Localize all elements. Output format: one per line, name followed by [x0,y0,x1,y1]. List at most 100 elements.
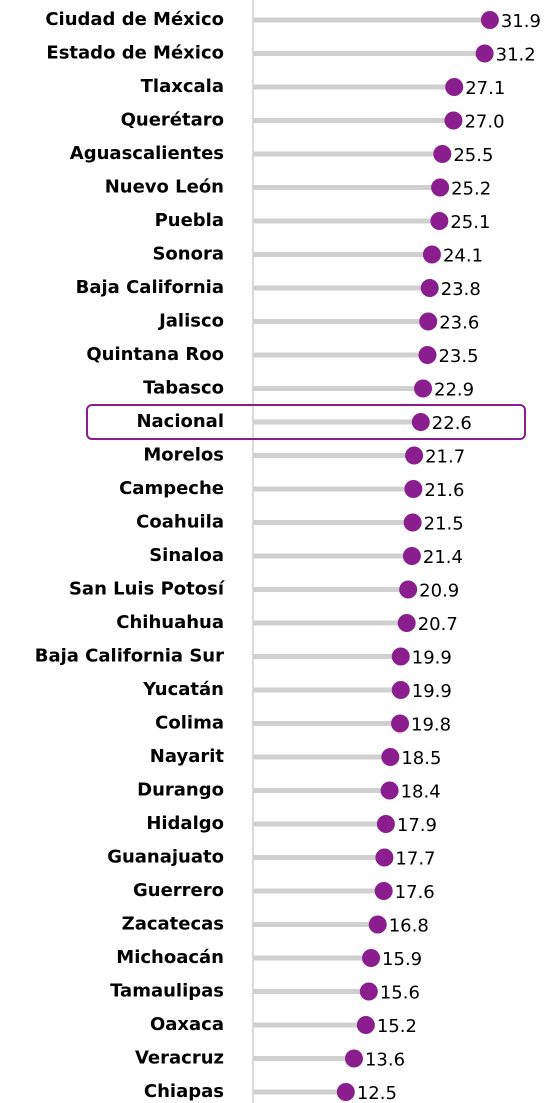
category-label: Chihuahua [116,612,224,633]
value-label: 24.1 [443,246,483,267]
category-label: Jalisco [157,311,224,332]
dot [336,1083,355,1101]
value-label: 15.2 [377,1016,417,1037]
category-label: Guanajuato [107,847,224,868]
value-label: 25.2 [451,179,491,200]
category-label: Tabasco [143,378,224,399]
dot [405,446,424,465]
value-label: 19.9 [412,648,452,669]
dot [381,748,400,766]
category-label: Hidalgo [146,813,224,834]
value-label: 27.0 [464,112,504,133]
value-label: 15.6 [380,983,420,1004]
dot [356,1016,375,1034]
category-label: Querétaro [121,110,224,131]
dot [420,279,439,297]
dot [359,982,378,1001]
dot [430,212,449,230]
dot [475,44,494,63]
dot [399,580,418,599]
dot [433,145,452,163]
category-label: Chiapas [144,1081,224,1102]
value-label: 27.1 [465,78,505,99]
category-label: Puebla [155,210,224,231]
category-label: Nayarit [150,746,225,767]
dot [404,480,423,498]
dot [419,312,438,331]
dot [375,848,394,867]
dot [444,111,463,130]
dot [414,379,433,398]
category-label: Tlaxcala [141,76,224,97]
category-label: Nuevo León [105,177,224,198]
dot [391,647,410,666]
category-label: Coahuila [136,512,224,533]
value-label: 18.5 [401,748,441,769]
dot [362,949,381,967]
category-label: Morelos [143,445,224,466]
category-label: San Luis Potosí [69,579,225,600]
dot [402,547,421,565]
value-label: 23.6 [439,313,479,334]
dot [397,614,416,632]
dot [422,245,441,264]
value-label: 22.6 [432,413,472,434]
category-label: Yucatán [142,679,224,700]
value-label: 21.6 [424,480,464,501]
value-label: 13.6 [365,1050,405,1071]
category-label: Veracruz [135,1048,224,1069]
dot [418,346,437,364]
category-label: Sinaloa [149,545,224,566]
value-label: 19.9 [412,681,452,702]
highlight-box [86,404,526,440]
category-label: Michoacán [116,947,224,968]
value-label: 23.5 [438,346,478,367]
value-label: 22.9 [434,380,474,401]
dot [344,1049,363,1068]
value-label: 17.6 [395,882,435,903]
dot [431,178,450,197]
category-label: Nacional [136,411,224,432]
value-label: 31.2 [496,45,536,66]
category-label: Colima [155,713,224,734]
category-label: Zacatecas [122,914,224,935]
category-label: Tamaulipas [110,981,224,1002]
value-label: 18.4 [401,782,441,803]
dot [403,513,422,532]
value-label: 21.4 [423,547,463,568]
category-label: Baja California [76,277,224,298]
category-label: Quintana Roo [86,344,224,365]
value-label: 21.5 [424,514,464,535]
value-label: 19.8 [411,715,451,736]
dot [374,882,393,900]
category-label: Guerrero [133,880,224,901]
category-label: Ciudad de México [45,9,224,30]
category-label: Baja California Sur [35,646,224,667]
value-label: 15.9 [382,949,422,970]
category-label: Aguascalientes [70,143,224,164]
value-label: 16.8 [389,916,429,937]
category-label: Durango [137,780,224,801]
value-label: 25.1 [450,212,490,233]
dot [445,78,464,96]
value-label: 17.9 [397,815,437,836]
dot [391,714,410,733]
value-label: 20.9 [419,581,459,602]
value-label: 25.5 [453,145,493,166]
value-label: 17.7 [395,849,435,870]
value-label: 31.9 [501,11,541,32]
category-label: Oaxaca [150,1014,224,1035]
dot [376,815,395,833]
dot [380,781,399,800]
value-label: 20.7 [418,614,458,635]
dot [480,11,499,29]
category-label: Sonora [152,244,224,265]
category-label: Campeche [119,478,224,499]
value-label: 12.5 [357,1083,397,1103]
value-label: 23.8 [441,279,481,300]
category-label: Estado de México [46,43,224,64]
dot [411,413,430,431]
dot [368,915,387,934]
value-label: 21.7 [425,447,465,468]
